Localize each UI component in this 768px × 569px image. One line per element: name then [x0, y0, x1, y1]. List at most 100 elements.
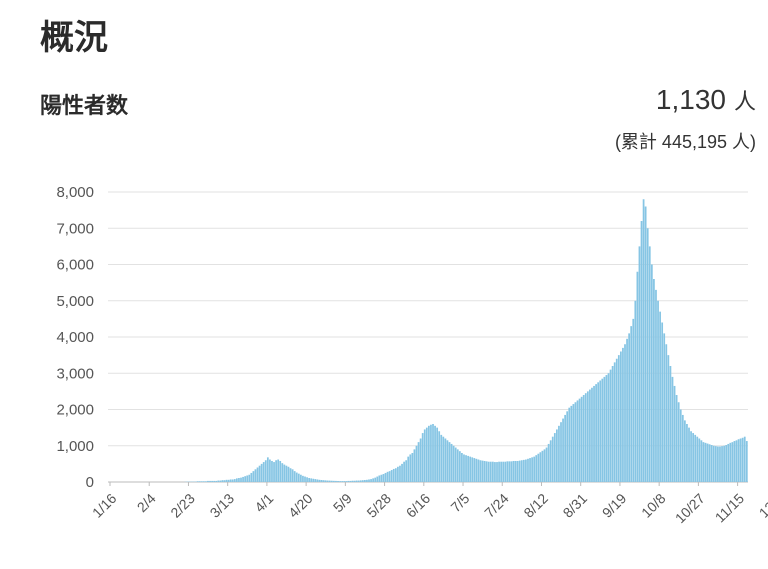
bar	[535, 455, 538, 482]
bar	[442, 436, 445, 482]
bar	[436, 427, 439, 483]
bar	[574, 402, 577, 482]
x-tick-label: 12/4	[756, 490, 768, 521]
bar	[225, 479, 228, 482]
bar	[520, 460, 523, 482]
y-tick-label: 8,000	[56, 184, 94, 201]
bar	[589, 389, 591, 482]
bar	[277, 459, 280, 482]
bar	[568, 407, 571, 482]
bar	[694, 434, 697, 483]
bar	[279, 460, 282, 482]
bar	[392, 468, 395, 482]
y-tick-label: 4,000	[56, 329, 94, 346]
bar	[281, 463, 284, 482]
bar	[578, 398, 581, 483]
bar	[586, 391, 589, 483]
bar	[473, 458, 476, 482]
bar	[529, 458, 531, 482]
bar	[300, 474, 302, 482]
bar	[696, 436, 699, 482]
bar	[456, 449, 459, 483]
bar	[582, 395, 585, 482]
bar	[353, 480, 356, 482]
bar	[326, 480, 329, 482]
bar	[690, 431, 692, 482]
bar	[252, 471, 255, 483]
bar	[564, 414, 567, 482]
bar	[492, 461, 494, 482]
bar	[316, 479, 319, 482]
bar	[221, 480, 224, 482]
y-tick-label: 3,000	[56, 365, 94, 382]
bar	[632, 318, 635, 483]
x-tick-label: 2/4	[134, 490, 159, 515]
bar	[434, 425, 436, 482]
x-tick-label: 2/23	[167, 490, 198, 521]
bar	[333, 480, 335, 482]
bar	[465, 455, 467, 482]
bar	[444, 438, 447, 482]
bar	[198, 481, 201, 482]
bar	[570, 405, 573, 483]
bar	[273, 462, 275, 482]
bar	[384, 472, 387, 482]
bar	[378, 475, 381, 482]
bar	[409, 454, 412, 482]
x-tick-label: 4/1	[251, 490, 276, 515]
bar	[275, 460, 277, 482]
bar	[425, 427, 428, 483]
bar	[479, 460, 482, 482]
bar	[370, 479, 372, 482]
bar	[727, 443, 730, 482]
bar	[514, 460, 517, 482]
bar	[572, 404, 575, 482]
y-tick-label: 1,000	[56, 438, 94, 455]
bar	[264, 460, 267, 482]
bar	[390, 470, 393, 482]
bar	[745, 441, 748, 482]
bar	[415, 445, 418, 482]
bar	[522, 459, 525, 482]
bar	[731, 442, 734, 483]
bar	[725, 445, 728, 482]
bar	[545, 447, 548, 482]
bar	[368, 479, 370, 482]
bar	[698, 438, 701, 482]
y-tick-label: 0	[86, 474, 94, 491]
bar	[489, 461, 492, 482]
bar	[605, 375, 608, 482]
bar	[692, 433, 695, 482]
bar	[648, 246, 651, 483]
bar	[254, 469, 257, 482]
bar	[463, 454, 465, 482]
bar	[471, 457, 474, 482]
y-axis: 0 1,000 2,000 3,000 4,000 5,000 6,000 7,000 8,00…	[56, 184, 94, 491]
bar	[704, 442, 707, 482]
bar	[723, 445, 725, 482]
bar	[339, 481, 341, 482]
bar	[262, 462, 265, 482]
bar	[485, 461, 488, 482]
bar	[566, 411, 569, 482]
y-tick-label: 5,000	[56, 293, 94, 310]
bar	[494, 462, 496, 482]
bar	[320, 480, 323, 482]
bar	[634, 300, 637, 482]
bar	[650, 264, 653, 482]
bar	[710, 445, 713, 482]
bar	[626, 338, 628, 482]
bar	[508, 461, 511, 482]
x-axis: 1/16 2/4 2/23 3/13 4/1 4/20 5/9 5/28 6/16 7/5 7/24…	[89, 482, 768, 526]
bar	[246, 475, 249, 482]
bar	[258, 465, 261, 482]
x-tick-label: 8/12	[520, 490, 551, 521]
bar	[498, 461, 500, 482]
bar	[291, 469, 294, 482]
bar	[549, 440, 552, 482]
bar	[401, 463, 403, 483]
bar	[250, 472, 253, 482]
bar	[357, 480, 360, 482]
bar	[380, 474, 383, 482]
bar	[394, 468, 397, 482]
